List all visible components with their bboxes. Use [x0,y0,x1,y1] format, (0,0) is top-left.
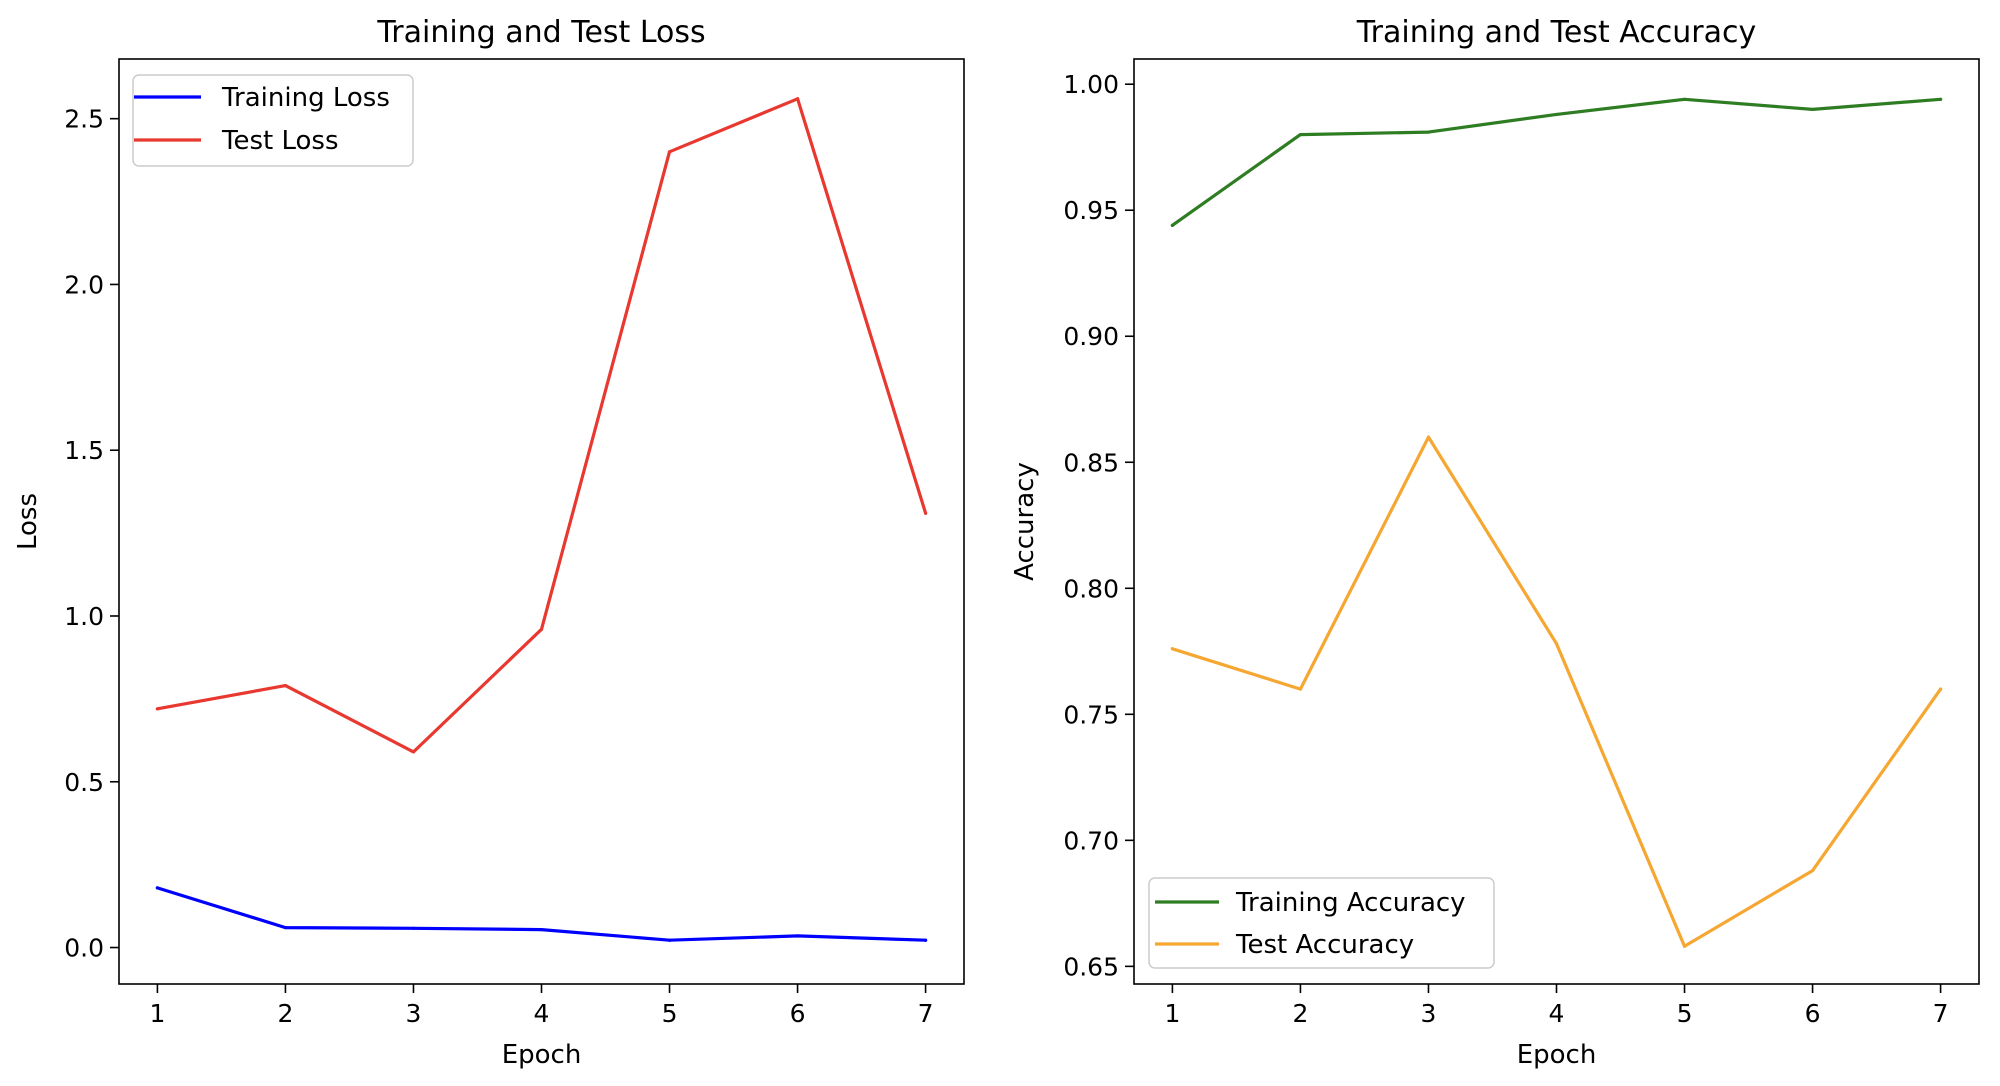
legend-box [1148,877,1495,969]
y-tick-label: 0.5 [64,768,104,797]
series-line-test-accuracy [1170,435,1943,948]
legend-label: Test Accuracy [1235,930,1414,960]
y-tick-label: 0.75 [1063,700,1119,729]
data-point [795,97,800,101]
chart-title: Training and Test Loss [376,15,705,50]
data-point [1426,435,1431,439]
x-tick-label: 6 [790,999,806,1028]
series-line-test-loss [155,97,928,754]
y-axis-label: Accuracy [1010,462,1040,581]
data-point [1170,647,1175,651]
x-tick-label: 2 [277,999,293,1028]
data-point [1554,112,1559,117]
data-point [155,707,160,711]
data-point [667,150,672,154]
data-point [1810,107,1815,112]
data-point [795,934,800,938]
y-axis-label: Loss [13,493,43,550]
x-axis-label: Epoch [502,1040,582,1070]
y-tick-label: 0.95 [1063,196,1119,225]
data-point [1938,687,1943,691]
legend-label: Training Loss [221,83,390,113]
legend: Training Loss Test Loss [132,74,414,167]
x-tick-label: 5 [662,999,678,1028]
data-point [283,926,288,930]
x-tick-label: 3 [406,999,422,1028]
y-tick-label: 1.0 [64,602,104,631]
data-point [923,938,928,942]
x-tick-label: 7 [918,999,934,1028]
axes-frame [118,58,965,985]
series-line-training-loss [155,886,928,942]
legend-label: Test Loss [221,126,339,156]
y-tick-label: 1.5 [64,436,104,465]
data-point [155,886,160,890]
x-tick-label: 1 [1164,999,1180,1028]
legend-label: Training Accuracy [1235,888,1466,918]
data-point [1810,868,1815,873]
x-tick-label: 7 [1933,999,1949,1028]
data-point [1426,130,1431,134]
data-point [1298,133,1303,137]
x-tick-label: 6 [1805,999,1821,1028]
data-point [1682,944,1687,948]
y-tick-label: 0.70 [1063,826,1119,855]
axes-frame [1133,58,1980,985]
x-tick-label: 5 [1677,999,1693,1028]
x-axis-label: Epoch [1517,1040,1597,1070]
series-line-training-accuracy [1170,97,1943,227]
data-point [1554,642,1559,646]
y-tick-label: 2.0 [64,270,104,299]
y-tick-label: 0.65 [1063,952,1119,981]
data-point [539,627,544,631]
data-point [667,938,672,942]
data-point [411,926,416,930]
data-point [1170,223,1175,227]
y-tick-label: 1.00 [1063,70,1119,99]
data-point [283,684,288,688]
chart-2: Training and Test Accuracy 1 2 3 4 5 6 7 0.65 0.7… [1010,15,1980,1070]
y-tick-label: 0.90 [1063,322,1119,351]
data-point [539,928,544,932]
data-point [1682,97,1687,101]
y-tick-label: 2.5 [64,105,104,134]
y-tick-label: 0.0 [64,934,104,963]
x-tick-label: 2 [1292,999,1308,1028]
x-tick-label: 4 [1549,999,1565,1028]
chart-1: Training and Test Loss 1 2 3 4 5 6 7 0.0 0.5 1.0 1.… [13,15,965,1070]
x-tick-label: 4 [534,999,550,1028]
legend: Training Accuracy Test Accuracy [1148,877,1495,969]
data-point [411,750,416,754]
legend-box [132,74,414,167]
data-point [1938,97,1943,101]
data-point [923,511,928,515]
data-point [1298,687,1303,691]
x-tick-label: 3 [1421,999,1437,1028]
x-tick-label: 1 [149,999,165,1028]
y-tick-label: 0.85 [1063,448,1119,477]
chart-title: Training and Test Accuracy [1356,15,1756,50]
y-tick-label: 0.80 [1063,574,1119,603]
